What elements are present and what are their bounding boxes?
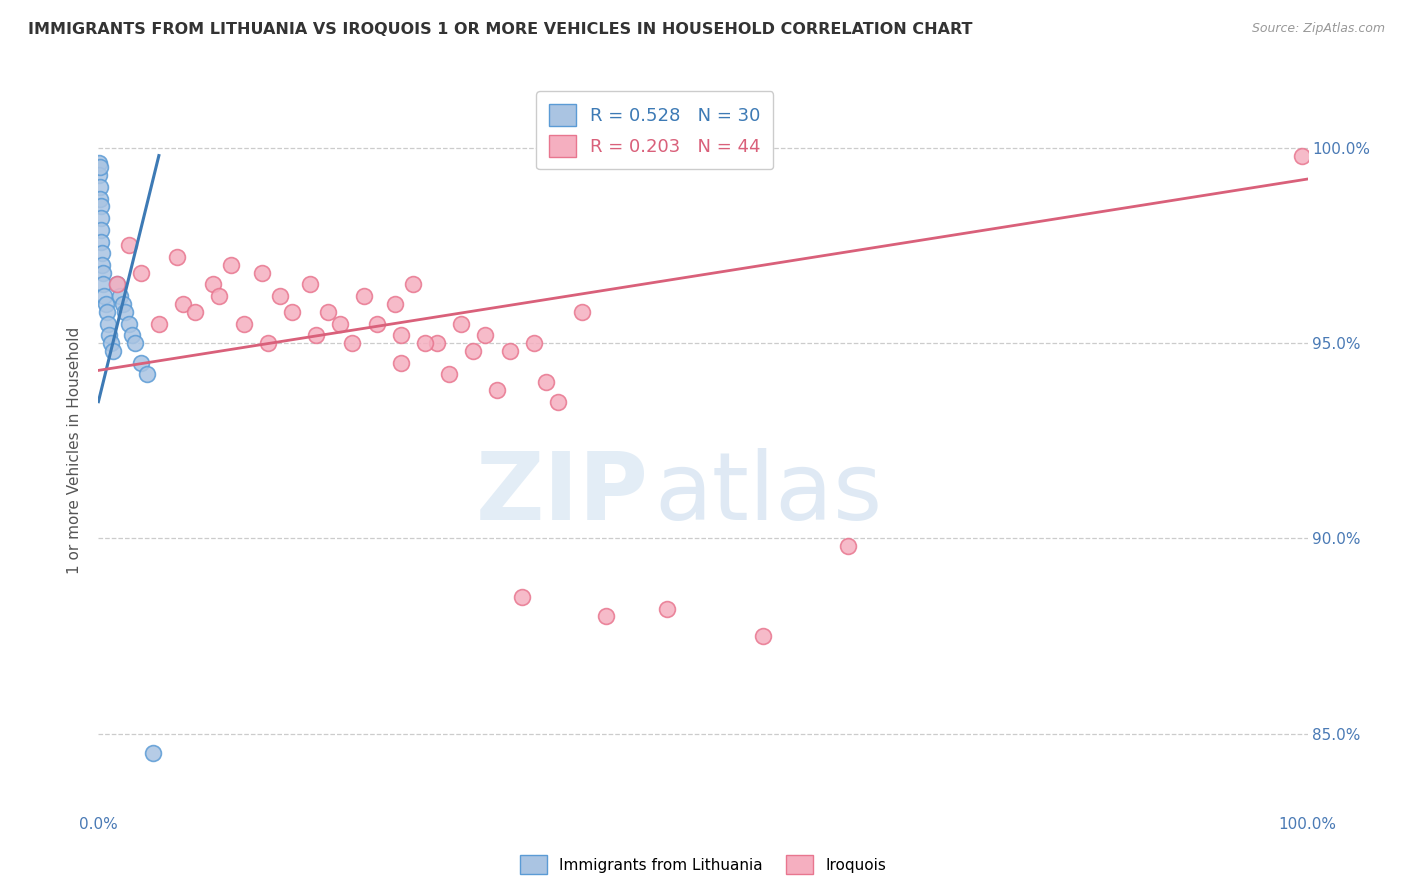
Point bbox=[129, 355, 152, 369]
Point bbox=[91, 266, 114, 280]
Point bbox=[384, 297, 406, 311]
Point bbox=[90, 246, 112, 260]
Y-axis label: 1 or more Vehicles in Household: 1 or more Vehicles in Household bbox=[67, 326, 83, 574]
Point bbox=[124, 336, 146, 351]
Point bbox=[486, 383, 509, 397]
Point bbox=[366, 317, 388, 331]
Point bbox=[329, 317, 352, 331]
Point bbox=[510, 590, 533, 604]
Point bbox=[534, 375, 557, 389]
Point bbox=[121, 328, 143, 343]
Text: ZIP: ZIP bbox=[475, 448, 648, 540]
Text: Source: ZipAtlas.com: Source: ZipAtlas.com bbox=[1251, 22, 1385, 36]
Point bbox=[269, 289, 291, 303]
Point bbox=[90, 235, 112, 249]
Point bbox=[118, 317, 141, 331]
Legend: R = 0.528   N = 30, R = 0.203   N = 44: R = 0.528 N = 30, R = 0.203 N = 44 bbox=[536, 91, 773, 169]
Point bbox=[655, 601, 678, 615]
Point bbox=[837, 539, 859, 553]
Point bbox=[118, 238, 141, 252]
Point bbox=[463, 343, 485, 358]
Point bbox=[184, 305, 207, 319]
Point bbox=[98, 328, 121, 343]
Point bbox=[97, 317, 120, 331]
Point bbox=[402, 277, 425, 292]
Point bbox=[450, 317, 472, 331]
Point bbox=[232, 317, 254, 331]
Point bbox=[111, 297, 134, 311]
Point bbox=[129, 266, 152, 280]
Point bbox=[94, 297, 117, 311]
Point bbox=[114, 305, 136, 319]
Text: IMMIGRANTS FROM LITHUANIA VS IROQUOIS 1 OR MORE VEHICLES IN HOUSEHOLD CORRELATIO: IMMIGRANTS FROM LITHUANIA VS IROQUOIS 1 … bbox=[28, 22, 973, 37]
Point bbox=[105, 277, 128, 292]
Point bbox=[250, 266, 273, 280]
Point bbox=[474, 328, 496, 343]
Point bbox=[342, 336, 364, 351]
Point bbox=[547, 394, 569, 409]
Point bbox=[87, 156, 110, 170]
Point bbox=[571, 305, 593, 319]
Point bbox=[172, 297, 194, 311]
Point bbox=[752, 629, 775, 643]
Point bbox=[166, 250, 188, 264]
Legend: Immigrants from Lithuania, Iroquois: Immigrants from Lithuania, Iroquois bbox=[513, 849, 893, 880]
Point bbox=[256, 336, 278, 351]
Point bbox=[389, 355, 412, 369]
Point bbox=[305, 328, 328, 343]
Point bbox=[426, 336, 449, 351]
Point bbox=[498, 343, 520, 358]
Point bbox=[316, 305, 339, 319]
Point bbox=[413, 336, 436, 351]
Point bbox=[389, 328, 412, 343]
Point bbox=[221, 258, 243, 272]
Point bbox=[135, 368, 157, 382]
Point bbox=[108, 289, 131, 303]
Point bbox=[91, 277, 114, 292]
Point bbox=[299, 277, 322, 292]
Point bbox=[91, 258, 114, 272]
Point bbox=[353, 289, 375, 303]
Point bbox=[100, 336, 122, 351]
Point bbox=[202, 277, 225, 292]
Point bbox=[89, 161, 111, 175]
Text: atlas: atlas bbox=[655, 448, 883, 540]
Point bbox=[1291, 148, 1313, 162]
Point bbox=[148, 317, 170, 331]
Point bbox=[142, 746, 165, 760]
Point bbox=[523, 336, 546, 351]
Point bbox=[90, 223, 112, 237]
Point bbox=[437, 368, 460, 382]
Point bbox=[89, 179, 111, 194]
Point bbox=[89, 192, 111, 206]
Point bbox=[101, 343, 124, 358]
Point bbox=[105, 277, 128, 292]
Point bbox=[96, 305, 118, 319]
Point bbox=[90, 199, 112, 213]
Point bbox=[595, 609, 617, 624]
Point bbox=[90, 211, 112, 225]
Point bbox=[93, 289, 115, 303]
Point bbox=[208, 289, 231, 303]
Point bbox=[281, 305, 304, 319]
Point bbox=[89, 168, 111, 182]
